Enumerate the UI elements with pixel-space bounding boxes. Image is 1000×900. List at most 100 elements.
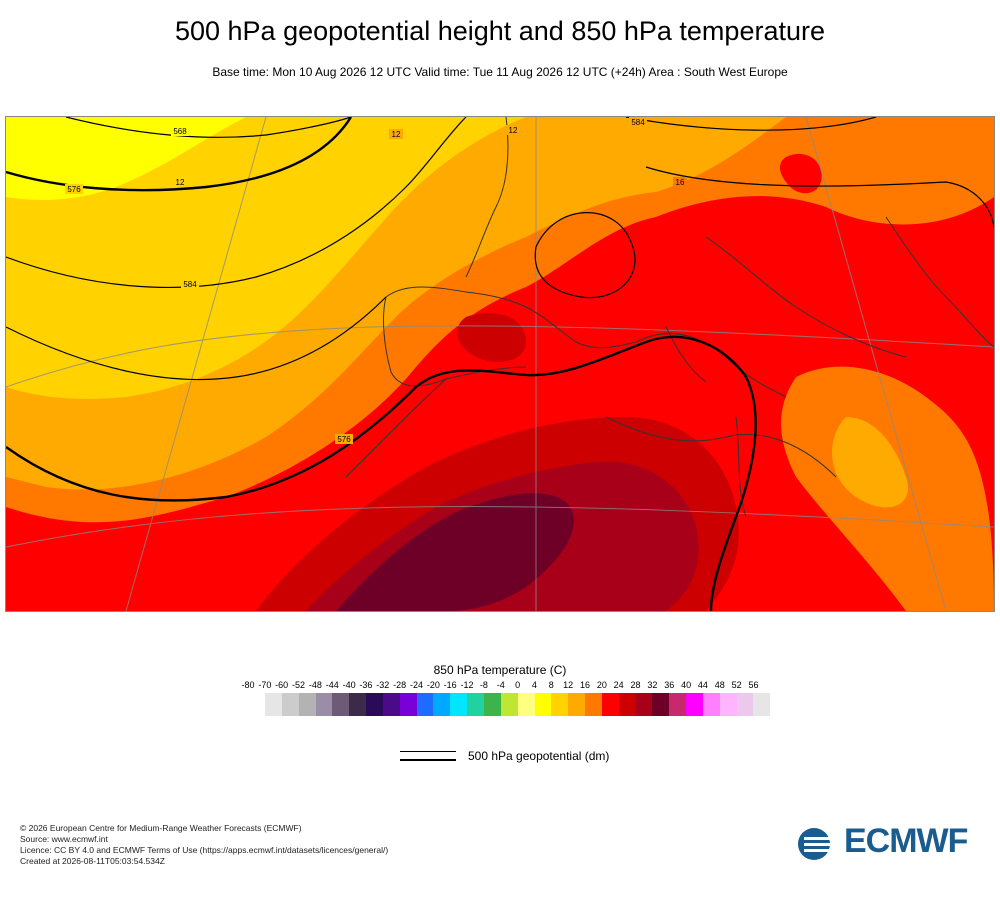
legend-swatch <box>349 693 367 716</box>
legend-swatch <box>736 693 754 716</box>
ecmwf-logo: ECMWF <box>796 822 986 862</box>
legend-tick-label: -32 <box>376 680 390 690</box>
contour-labels: 568 576 584 576 584 12 12 12 16 <box>65 117 687 444</box>
graticule <box>6 117 994 611</box>
contour-label: 12 <box>509 126 518 135</box>
legend-swatch <box>534 693 552 716</box>
legend-tick-label: -4 <box>496 680 505 690</box>
contour-label: 16 <box>676 178 685 187</box>
legend-tick-label: -20 <box>426 680 440 690</box>
legend-tick-label: -12 <box>460 680 474 690</box>
contour-576 <box>6 117 353 192</box>
legend-tick-label: 40 <box>681 680 692 690</box>
legend-tick-label: 56 <box>748 680 759 690</box>
legend-swatch <box>618 693 636 716</box>
contour-label: 584 <box>631 118 645 127</box>
legend-tick-label: 12 <box>563 680 574 690</box>
legend-tick-label: -8 <box>479 680 488 690</box>
temp-band-32 <box>336 493 574 611</box>
geopotential-legend-label: 500 hPa geopotential (dm) <box>468 749 610 763</box>
contour-588-east <box>645 166 994 228</box>
legend-tick-label: -48 <box>308 680 322 690</box>
contour-closed-low <box>534 212 636 299</box>
temp-band-12-east <box>832 417 908 508</box>
legend-tick-label: 44 <box>697 680 708 690</box>
legend-swatch <box>315 693 333 716</box>
contour-568 <box>65 117 352 138</box>
ecmwf-logo-text: ECMWF <box>844 822 968 860</box>
legend-tick-label: -60 <box>275 680 289 690</box>
legend-tick-label: 32 <box>647 680 658 690</box>
legend-tick-label: -70 <box>258 680 272 690</box>
contour-label: 576 <box>67 185 81 194</box>
footer-copyright: © 2026 European Centre for Medium-Range … <box>20 823 302 833</box>
contour-label: 568 <box>173 127 187 136</box>
legend-tick-label: -40 <box>342 680 356 690</box>
legend-tick-label: -36 <box>359 680 373 690</box>
legend-tick-label: 24 <box>613 680 624 690</box>
legend-swatch <box>467 693 484 716</box>
footer-created: Created at 2026-08-11T05:03:54.534Z <box>20 856 165 866</box>
contour-label: 12 <box>392 130 401 139</box>
legend-swatch <box>416 693 434 716</box>
temp-hotspot-alps <box>780 153 822 194</box>
legend-tick-label: 16 <box>579 680 590 690</box>
legend-swatch <box>753 693 771 716</box>
contour-584 <box>6 117 467 289</box>
contour-label: 12 <box>176 178 185 187</box>
contour-label: 576 <box>337 435 351 444</box>
legend-swatch <box>652 693 670 716</box>
legend-tick-label: 52 <box>731 680 742 690</box>
legend-title: 850 hPa temperature (C) <box>433 663 567 677</box>
legend-swatch <box>366 693 383 716</box>
legend-swatch <box>601 693 619 716</box>
legend-tick-label: 8 <box>548 680 554 690</box>
contour-588 <box>6 296 387 381</box>
legend-swatch <box>669 693 687 716</box>
legend-ticks: -80 -70 -60 -52 -48 -44 -40 -36 -32 -28 -24 -20 -16-… <box>238 680 768 694</box>
legend-tick-label: -24 <box>409 680 423 690</box>
geopotential-contours <box>6 117 994 611</box>
legend-tick-label: 28 <box>630 680 641 690</box>
geopotential-legend-line-thick <box>400 759 456 761</box>
geopotential-legend: 500 hPa geopotential (dm) <box>400 748 640 766</box>
legend-swatch <box>450 693 468 716</box>
footer-source: Source: www.ecmwf.int <box>20 834 108 844</box>
legend-tick-label: -44 <box>325 680 339 690</box>
legend-swatch <box>719 693 737 716</box>
legend-swatch <box>399 693 417 716</box>
legend-swatches <box>265 693 771 716</box>
contour-592 <box>6 335 757 611</box>
chart-title: 500 hPa geopotential height and 850 hPa … <box>174 16 825 46</box>
legend-tick-label: 0 <box>515 680 521 690</box>
legend-tick-label: 4 <box>531 680 537 690</box>
legend-swatch <box>265 693 282 716</box>
legend-swatch <box>298 693 316 716</box>
legend-tick-label: 20 <box>596 680 607 690</box>
legend-swatch <box>281 693 299 716</box>
legend-swatch <box>332 693 350 716</box>
chart-subtitle: Base time: Mon 10 Aug 2026 12 UTC Valid … <box>212 65 788 79</box>
map-canvas: 568 576 584 576 584 12 12 12 16 <box>6 117 994 611</box>
legend-tick-label: -52 <box>292 680 306 690</box>
legend-tick-label: 36 <box>664 680 675 690</box>
temp-band-8 <box>6 117 526 399</box>
legend-swatch <box>551 693 569 716</box>
legend-swatch <box>568 693 586 716</box>
legend-swatch <box>585 693 602 716</box>
legend-tick-label: -80 <box>241 680 255 690</box>
contour-584-east <box>625 117 877 131</box>
legend-swatch <box>382 693 400 716</box>
weather-map: 568 576 584 576 584 12 12 12 16 <box>5 116 995 612</box>
legend-swatch <box>686 693 703 716</box>
temp-band-4 <box>6 117 246 200</box>
legend-swatch <box>483 693 501 716</box>
footer-credits: © 2026 European Centre for Medium-Range … <box>20 823 388 867</box>
legend-swatch <box>702 693 720 716</box>
coastlines <box>345 117 994 518</box>
legend-swatch <box>635 693 653 716</box>
contour-label: 584 <box>183 280 197 289</box>
legend-swatch <box>500 693 518 716</box>
legend-swatch <box>517 693 535 716</box>
ecmwf-logo-icon <box>798 828 842 860</box>
